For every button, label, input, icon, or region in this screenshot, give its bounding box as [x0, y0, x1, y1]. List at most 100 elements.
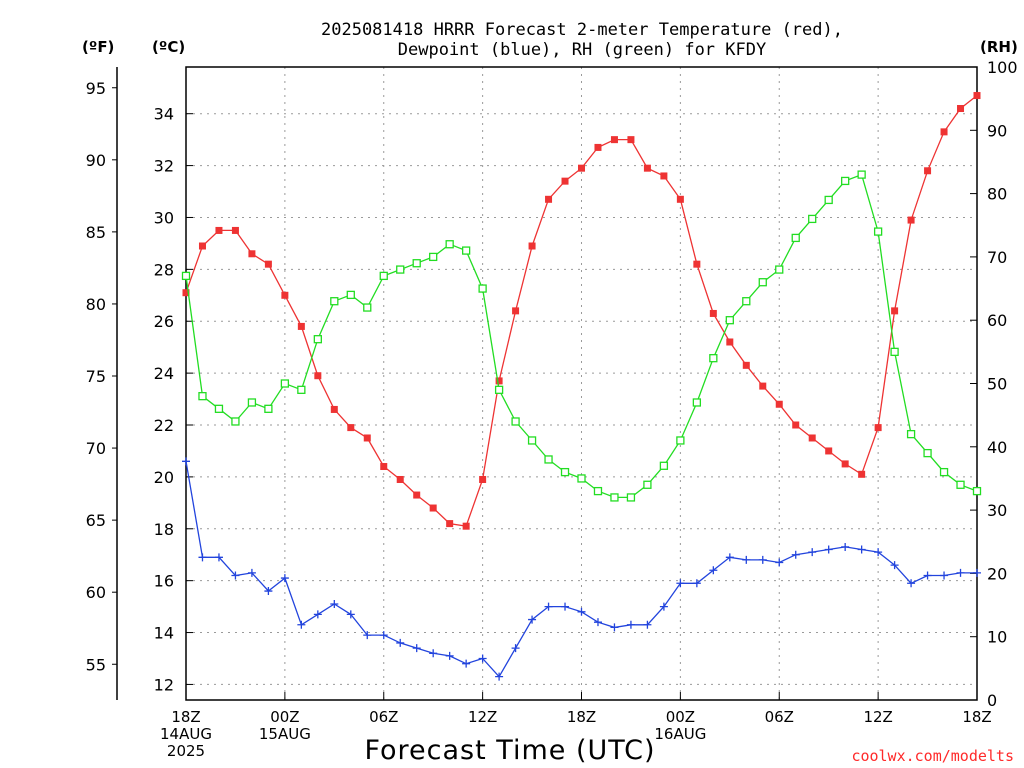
x-tick-label: 18Z — [171, 708, 200, 726]
rh-tick-label: 20 — [987, 564, 1007, 583]
dewpoint-point — [182, 457, 190, 466]
rh-point — [346, 290, 355, 300]
rh-point — [593, 486, 603, 496]
x-tick-label: 06Z — [369, 708, 398, 726]
rh-point — [412, 259, 421, 268]
dewpoint-point — [346, 610, 355, 619]
temperature-point — [264, 260, 272, 268]
dewpoint-point — [841, 542, 850, 551]
rh-point — [494, 385, 504, 394]
temperature-point — [693, 260, 701, 268]
dewpoint-point — [923, 571, 932, 580]
rh-point — [231, 417, 240, 426]
rh-tick-label: 60 — [987, 311, 1007, 330]
rh-point — [577, 474, 586, 483]
rh-point — [643, 480, 652, 489]
celsius-tick-label: 22 — [154, 416, 174, 435]
fahrenheit-tick-label: 55 — [86, 655, 106, 674]
dewpoint-point — [973, 568, 981, 577]
rh-point — [396, 265, 405, 274]
temperature-point — [446, 520, 454, 528]
celsius-tick-label: 26 — [154, 312, 174, 331]
dewpoint-point — [363, 631, 372, 640]
rh-point — [824, 195, 833, 205]
temperature-point — [396, 475, 404, 483]
grid-lines — [186, 67, 977, 700]
rh-point — [857, 170, 866, 179]
temperature-point — [528, 242, 536, 250]
dewpoint-point — [462, 659, 471, 668]
dewpoint-point — [478, 654, 487, 663]
dewpoint-point — [544, 602, 553, 611]
dewpoint-point — [676, 579, 685, 588]
rh-tick-label: 30 — [987, 501, 1007, 520]
x-axis-label: Forecast Time (UTC) — [364, 735, 655, 766]
temperature-point — [578, 164, 585, 172]
temperature-point — [314, 372, 322, 380]
rh-point — [461, 246, 471, 255]
rh-point — [610, 493, 619, 502]
temperature-point — [347, 424, 355, 432]
temperature-point — [594, 143, 602, 151]
dewpoint-point — [264, 587, 273, 596]
series-layer — [181, 92, 982, 681]
dewpoint-point — [940, 571, 949, 580]
rh-point — [906, 429, 916, 439]
rh-point — [297, 385, 306, 394]
dewpoint-point — [907, 579, 916, 588]
dewpoint-point — [231, 571, 240, 580]
celsius-tick-label: 16 — [154, 572, 174, 591]
temperature-point — [610, 136, 618, 144]
rh-point — [956, 480, 965, 489]
rh-tick-label: 90 — [987, 121, 1007, 140]
dewpoint-point — [824, 545, 833, 554]
temperature-point — [759, 382, 767, 390]
rh-point — [742, 297, 751, 306]
rh-point — [247, 398, 257, 407]
celsius-tick-label: 30 — [154, 208, 174, 227]
fahrenheit-tick-label: 95 — [86, 79, 106, 98]
dewpoint-point — [528, 615, 537, 624]
dewpoint-point — [725, 553, 734, 562]
rh-point — [330, 297, 339, 306]
dewpoint-point — [429, 649, 438, 658]
celsius-unit-label: (ºC) — [152, 38, 185, 56]
rh-point — [429, 252, 438, 262]
temperature-point — [429, 504, 437, 512]
dewpoint-point — [495, 672, 504, 681]
rh-point — [972, 486, 982, 496]
temperature-point — [182, 289, 190, 297]
temperature-point — [825, 447, 833, 455]
temperature-point — [462, 522, 470, 530]
celsius-tick-label: 18 — [154, 520, 174, 539]
temperature-point — [924, 167, 932, 175]
fahrenheit-tick-label: 70 — [86, 439, 106, 458]
fahrenheit-tick-label: 65 — [86, 511, 106, 530]
celsius-tick-label: 12 — [154, 675, 174, 694]
rh-point — [923, 448, 932, 458]
dewpoint-point — [297, 620, 306, 629]
temperature-point — [742, 361, 750, 369]
temperature-point — [808, 434, 816, 442]
temperature-point — [858, 470, 866, 478]
rh-point — [659, 461, 669, 470]
temperature-point — [940, 128, 948, 136]
rh-tick-label: 100 — [987, 58, 1018, 77]
temperature-point — [891, 307, 899, 315]
rh-tick-label: 40 — [987, 438, 1007, 457]
temperature-point — [512, 307, 520, 315]
rh-point — [280, 379, 290, 388]
rh-tick-label: 10 — [987, 628, 1007, 647]
temperature-point — [413, 491, 421, 499]
temperature-point — [281, 291, 289, 299]
rh-tick-label: 70 — [987, 248, 1007, 267]
rh-point — [626, 493, 636, 502]
rh-point — [214, 404, 224, 413]
rh-point — [527, 436, 537, 445]
dewpoint-point — [313, 610, 322, 619]
rh-point — [873, 227, 883, 236]
x-tick-label: 18Z — [962, 708, 991, 726]
dewpoint-point — [775, 558, 784, 567]
temperature-point — [248, 250, 256, 258]
dewpoint-point — [791, 550, 800, 559]
